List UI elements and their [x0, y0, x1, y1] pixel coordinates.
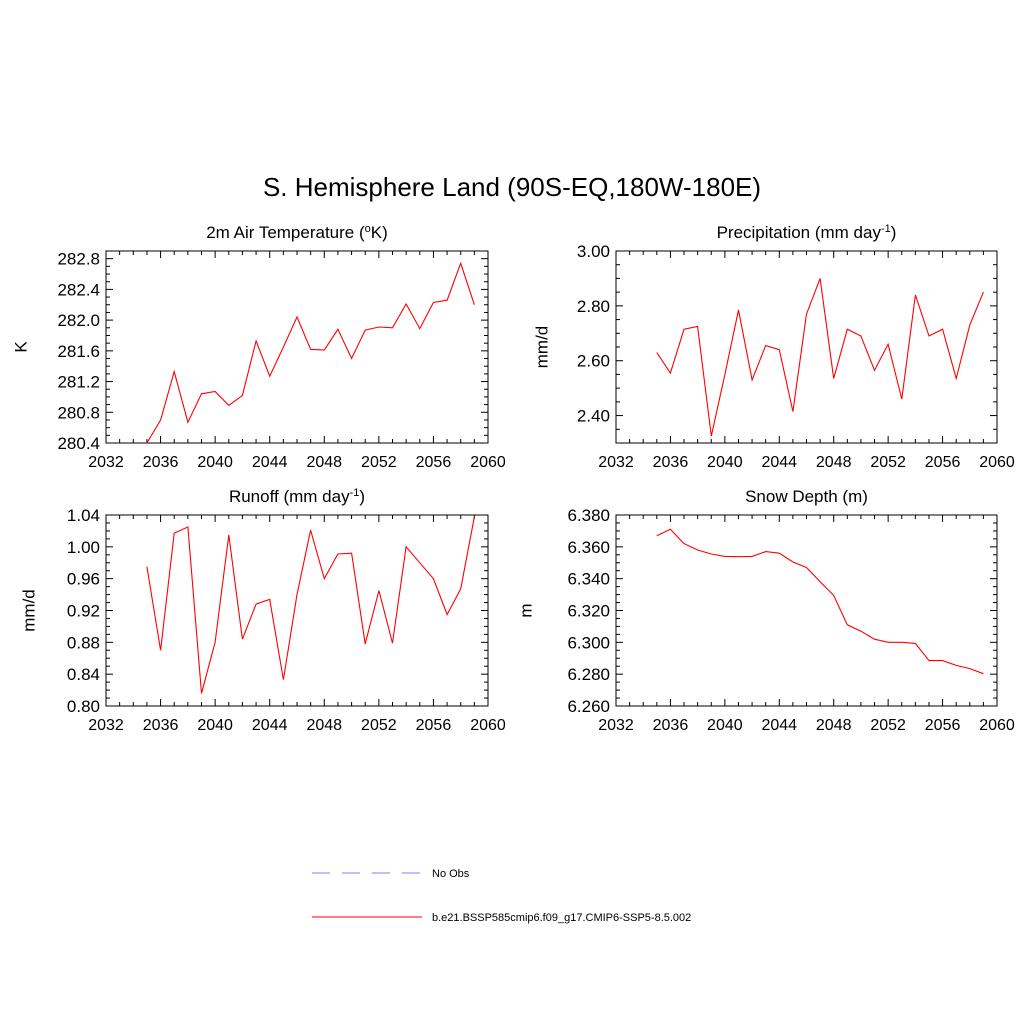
series-line: [146, 516, 475, 694]
y-tick-label: 281.2: [57, 373, 100, 392]
x-tick-label: 2048: [306, 717, 342, 734]
figure-title: S. Hemisphere Land (90S-EQ,180W-180E): [263, 172, 761, 202]
x-tick-label: 2032: [88, 717, 124, 734]
y-tick-label: 0.96: [67, 570, 100, 589]
series-line: [656, 278, 984, 437]
x-tick-label: 2056: [925, 454, 961, 471]
x-tick-label: 2040: [197, 717, 233, 734]
panel-title-superscript: -1: [881, 223, 891, 235]
panel-title: Precipitation (mm day-1): [717, 223, 897, 242]
legend: No Obs b.e21.BSSP585cmip6.f09_g17.CMIP6-…: [312, 868, 691, 924]
y-axis-label: mm/d: [19, 589, 38, 632]
panel-title: 2m Air Temperature (oK): [206, 223, 388, 242]
panel-title: Snow Depth (m): [745, 487, 868, 506]
panel-title-end: ): [891, 223, 897, 242]
x-tick-label: 2044: [252, 717, 288, 734]
y-tick-label: 6.280: [567, 665, 610, 684]
x-tick-label: 2044: [761, 454, 797, 471]
y-tick-label: 0.80: [67, 697, 100, 716]
y-tick-label: 0.88: [67, 633, 100, 652]
x-tick-label: 2036: [143, 717, 179, 734]
x-tick-label: 2048: [306, 454, 342, 471]
y-tick-label: 1.00: [67, 538, 100, 557]
y-tick-label: 282.4: [57, 280, 100, 299]
x-tick-label: 2036: [143, 454, 179, 471]
panel-1: 2032 2036 2040 2044 2048 2052 2056 2060 280.4 280…: [11, 223, 505, 471]
y-tick-label: 1.04: [67, 506, 100, 525]
series-line: [146, 261, 475, 444]
x-tick-label: 2040: [707, 454, 743, 471]
x-tick-label: 2052: [870, 454, 906, 471]
y-tick-label: 6.260: [567, 697, 610, 716]
x-tick-label: 2052: [870, 717, 906, 734]
y-tick-label: 280.8: [57, 403, 100, 422]
y-tick-label: 2.40: [577, 407, 610, 426]
x-tick-label: 2040: [197, 454, 233, 471]
series-line: [656, 528, 984, 675]
y-tick-label: 0.84: [67, 665, 100, 684]
y-tick-label: 3.00: [577, 242, 610, 261]
plot-frame: [105, 250, 489, 444]
y-tick-label: 6.320: [567, 602, 610, 621]
x-tick-label: 2052: [361, 717, 397, 734]
panel-title-end: ): [359, 487, 365, 506]
x-tick-label: 2036: [653, 717, 689, 734]
panel-2: 2032 2036 2040 2044 2048 2052 2056 2060 2.40 2.60…: [532, 223, 1014, 471]
x-tick-label: 2032: [598, 717, 634, 734]
y-axis-label: mm/d: [532, 326, 551, 369]
y-tick-label: 6.340: [567, 570, 610, 589]
panel-title-main: Snow Depth (m): [745, 487, 868, 506]
x-tick-label: 2032: [598, 454, 634, 471]
panel-title-main: Runoff (mm day: [229, 487, 350, 506]
y-tick-label: 6.380: [567, 506, 610, 525]
y-tick-label: 2.60: [577, 352, 610, 371]
y-tick-label: 6.300: [567, 633, 610, 652]
x-tick-label: 2044: [252, 454, 288, 471]
panel-title-main: 2m Air Temperature (: [206, 223, 365, 242]
x-tick-label: 2056: [416, 717, 452, 734]
y-tick-label: 2.80: [577, 297, 610, 316]
x-tick-label: 2060: [470, 454, 506, 471]
panel-3: 2032 2036 2040 2044 2048 2052 2056 2060 0.80 0.84…: [19, 487, 505, 734]
x-tick-label: 2036: [653, 454, 689, 471]
plot-frame: [615, 250, 998, 444]
y-tick-label: 6.360: [567, 538, 610, 557]
x-tick-label: 2060: [979, 717, 1015, 734]
y-tick-label: 281.6: [57, 342, 100, 361]
x-tick-label: 2056: [416, 454, 452, 471]
plot-frame: [105, 514, 489, 707]
y-tick-label: 280.4: [57, 434, 100, 453]
x-tick-label: 2032: [88, 454, 124, 471]
x-tick-label: 2040: [707, 717, 743, 734]
x-tick-label: 2048: [816, 454, 852, 471]
x-tick-label: 2056: [925, 717, 961, 734]
plot-frame: [615, 514, 998, 707]
y-tick-label: 282.0: [57, 311, 100, 330]
panel-title: Runoff (mm day-1): [229, 487, 365, 506]
panel-title-main: Precipitation (mm day: [717, 223, 882, 242]
y-tick-label: 282.8: [57, 250, 100, 269]
x-tick-label: 2052: [361, 454, 397, 471]
x-tick-label: 2060: [979, 454, 1015, 471]
panel-title-superscript: -1: [350, 487, 360, 499]
y-axis-label: K: [11, 341, 30, 353]
y-tick-label: 0.92: [67, 602, 100, 621]
x-tick-label: 2060: [470, 717, 506, 734]
panel-4: 2032 2036 2040 2044 2048 2052 2056 2060 6.260 6.2…: [516, 487, 1014, 734]
y-axis-label: m: [516, 603, 535, 617]
panels: 2032 2036 2040 2044 2048 2052 2056 2060 280.4 280…: [11, 223, 1014, 734]
legend-label-model: b.e21.BSSP585cmip6.f09_g17.CMIP6-SSP5-8.…: [432, 912, 691, 924]
legend-label-no-obs: No Obs: [432, 868, 470, 880]
panel-title-superscript: o: [365, 223, 371, 235]
panel-title-end: K): [371, 223, 388, 242]
x-tick-label: 2048: [816, 717, 852, 734]
x-tick-label: 2044: [761, 717, 797, 734]
